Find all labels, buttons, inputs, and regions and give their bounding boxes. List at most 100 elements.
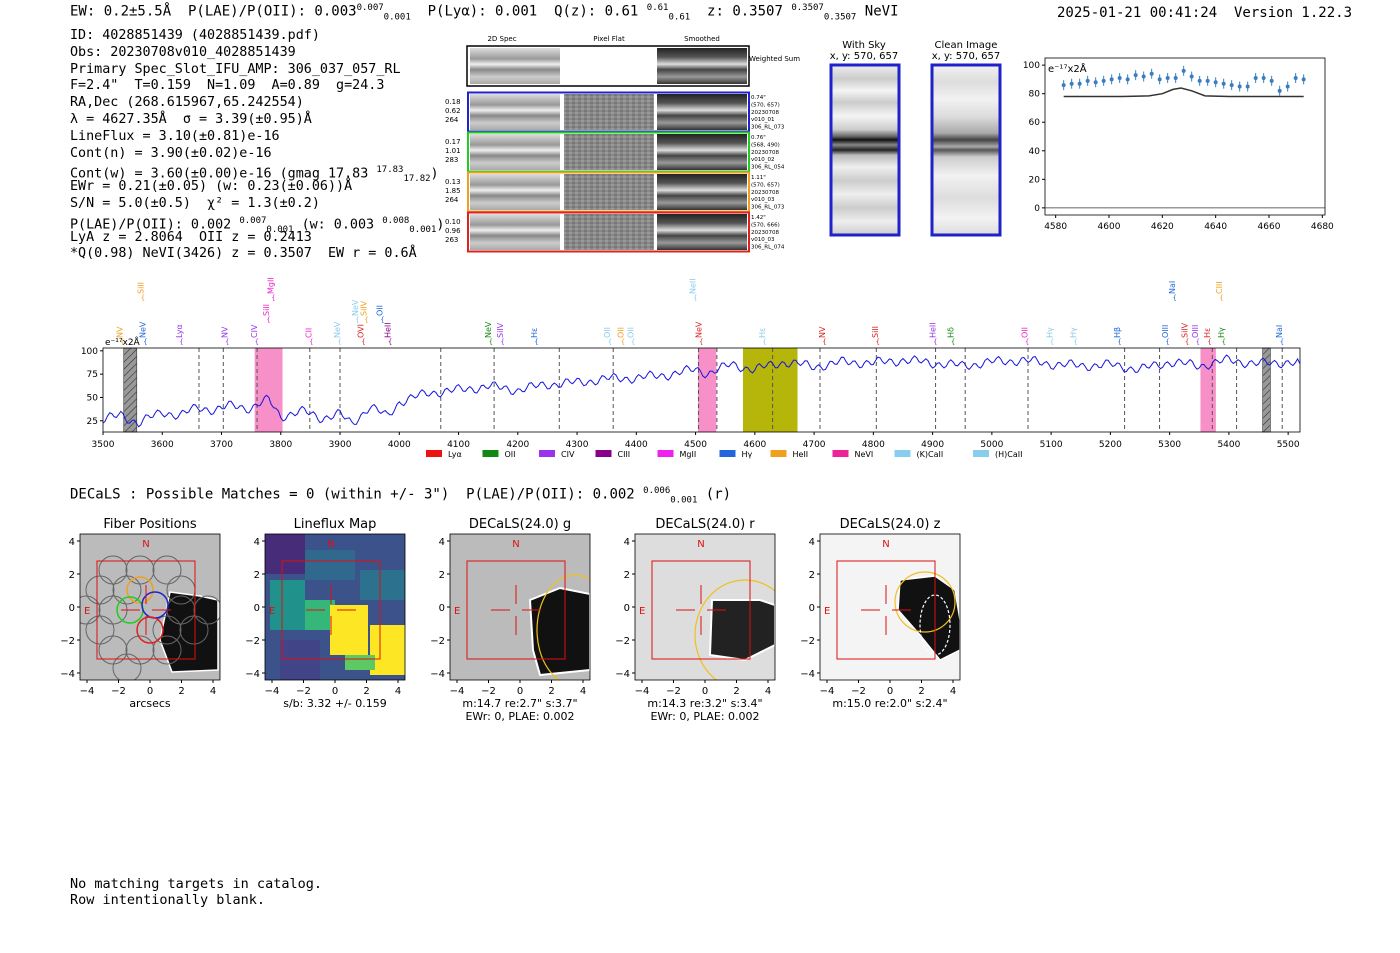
panel-ytick-label: −4 [800,669,815,680]
zoom-point [1237,84,1242,89]
cutout-right-label: v010_01 [751,117,775,123]
legend-swatch [657,450,674,457]
cutout-left-label: 264 [445,116,459,124]
panel-title: Lineflux Map [294,517,377,532]
panel-xtick-label: 2 [918,686,924,697]
legend-label: NeVI [855,450,874,459]
cutout-left-label: 1.01 [445,147,461,155]
cutout-2dspec [470,94,560,130]
panel-xtick-label: −2 [666,686,681,697]
spec-line-brace: { [1050,338,1054,346]
spec-line-label: NaI [1275,325,1284,338]
spec-line-label: SiIV [496,322,505,338]
header-line: EW: 0.2±5.5Å P(LAE)/P(OII): 0.0030.0070.… [70,3,899,23]
panel-overlay: DECaLS(24.0) r −4 −2 0 2 4 4 2 0 −2 −4 N Em:14.3 re:… [615,517,776,723]
spec-line-brace: { [822,338,826,346]
panel-ytick-label: 2 [439,570,445,581]
zoom-point [1253,75,1258,80]
cutout-right-label: 1.11" [751,175,766,181]
east-label: E [454,606,460,617]
spec-xtick-label: 3500 [92,440,115,450]
spec-line-brace: { [534,338,538,346]
col-title-pixelflat: Pixel Flat [593,35,625,43]
panel-xtick-label: −2 [481,686,496,697]
no-match-note: No matching targets in catalog. Row inten… [70,876,322,908]
legend-label: HeII [793,450,809,459]
panel-xtick-label: −4 [80,686,95,697]
clean-image [930,63,1002,237]
spec-xtick-label: 5200 [1099,440,1122,450]
info-contw: Cont(w) = 3.60(±0.00)e-16 (gmag 17.83 17… [70,165,439,185]
zoom-point [1069,81,1074,86]
panel-xtick-label: 0 [147,686,153,697]
spec-band-olive [742,348,798,432]
zoom-xtick-label: 4620 [1151,222,1174,232]
panel-xtick-label: −4 [635,686,650,697]
spec-line-brace: { [141,294,145,302]
cutout-right-label: v010_03 [751,197,775,203]
no-match-line-2: Row intentionally blank. [70,892,266,908]
spec-xtick-label: 4000 [388,440,411,450]
legend-swatch [482,450,499,457]
spec-line-label: NaI [1168,281,1177,294]
info-lambda: λ = 4627.35Å σ = 3.39(±0.95)Å [70,111,312,127]
panel-title: DECaLS(24.0) z [840,517,941,532]
panel-xtick-label: −2 [851,686,866,697]
spec-xtick-label: 5100 [1040,440,1063,450]
zoom-xtick-label: 4600 [1098,222,1121,232]
spec-line-label: Hβ [1113,327,1122,338]
zoom-ylabel: e⁻¹⁷x2Å [1048,62,1087,75]
spec-xtick-label: 4900 [921,440,944,450]
panel-xtick-label: 4 [580,686,586,697]
spec-xtick-label: 4100 [447,440,470,450]
cutout-smoothed [657,174,747,210]
spec-xtick-label: 4700 [803,440,826,450]
cutout-right-label: 20230708 [751,110,779,116]
legend-label: CIV [561,450,575,459]
info-sn: S/N = 5.0(±0.5) χ² = 1.3(±0.2) [70,195,320,211]
cutout-left-label: 0.13 [445,178,461,186]
zoom-ytick-label: 60 [1029,118,1041,128]
spec-line-label: Hε [530,328,539,338]
spec-line-brace: { [608,338,612,346]
spec-line-brace: { [225,338,229,346]
source-blob [528,586,590,677]
with-sky-image [829,63,901,237]
ellipse-aperture [894,571,956,633]
zoom-plot-frame [1044,57,1326,216]
zoom-xtick-label: 4680 [1311,222,1334,232]
spec-line-brace: { [380,316,384,324]
zoom-spectrum-chart: e⁻¹⁷x2Å 0 20 40 60 80 100 4580 4600 4620 4640 4660… [1023,57,1334,232]
spec-line-brace: { [179,338,183,346]
east-label: E [84,606,90,617]
cutout-left-label: 0.96 [445,227,461,235]
cutout-right-label: (570, 657) [751,182,780,188]
north-label: N [327,539,334,550]
info-block: ID: 4028851439 (4028851439.pdf) Obs: 202… [70,28,444,263]
zoom-point [1165,75,1170,80]
panel-xtick-label: −4 [820,686,835,697]
zoom-point [1061,83,1066,88]
spec-line-label: OII [603,327,612,338]
panel-ytick-label: −2 [800,636,815,647]
spec-line-label: OII [376,305,385,316]
panel-xtick-label: −2 [111,686,126,697]
spec-line-label: CII [305,328,314,338]
legend-label: (K)CaII [917,450,944,459]
legend-label: Lyα [448,450,462,459]
spec-line-label: SiII [136,282,145,294]
cutout-left-label: 283 [445,156,458,164]
spec-bands [123,347,1283,433]
cutout-pixelflat [564,174,654,210]
spec-line-brace: { [621,338,625,346]
spec-line-label: CIII [1215,281,1224,294]
cutout-left-label: 0.62 [445,107,461,115]
zoom-point [1229,83,1234,88]
spec-line-brace: { [951,338,955,346]
spec-line-label: Hε [1203,328,1212,338]
full-spectrum-chart: e⁻¹⁷x2Å 25 50 75 100 3500 3600 3700 3800 3900 400… [81,277,1301,459]
spec-line-brace: { [355,316,359,324]
search-box [466,560,566,660]
zoom-point [1109,77,1114,82]
